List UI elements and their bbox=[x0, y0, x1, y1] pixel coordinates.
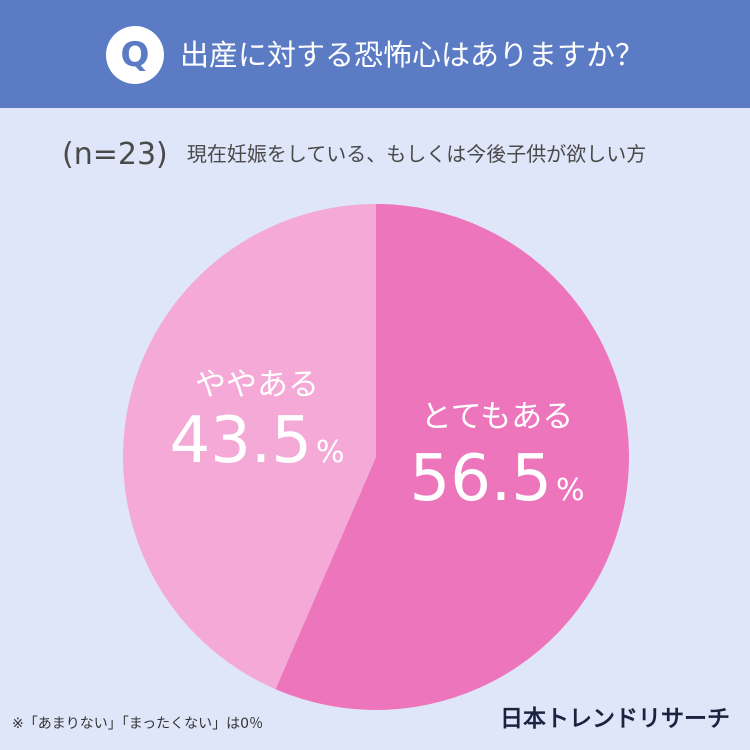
subtitle: (n=23) 現在妊娠をしている、もしくは今後子供が欲しい方 bbox=[62, 134, 646, 174]
header-banner: Q 出産に対する恐怖心はありますか？ bbox=[0, 0, 750, 108]
question-title: 出産に対する恐怖心はありますか？ bbox=[180, 38, 645, 72]
respondent-description: 現在妊娠をしている、もしくは今後子供が欲しい方 bbox=[186, 142, 647, 166]
sample-size: (n=23) bbox=[62, 137, 168, 172]
footnote: ※「あまりない」「まったくない」は0％ bbox=[12, 716, 264, 732]
brand-logo-text: 日本トレンドリサーチ bbox=[500, 706, 730, 732]
pie-slice-2 bbox=[123, 204, 376, 690]
pie-slice-1 bbox=[275, 203, 630, 710]
slice-value-1: 56.5% bbox=[409, 442, 584, 516]
slice-label-2: ややある bbox=[195, 367, 319, 403]
slice-value-2: 43.5% bbox=[169, 404, 344, 478]
slice-label-1: とてもある bbox=[421, 399, 574, 435]
question-badge: Q bbox=[106, 26, 164, 84]
